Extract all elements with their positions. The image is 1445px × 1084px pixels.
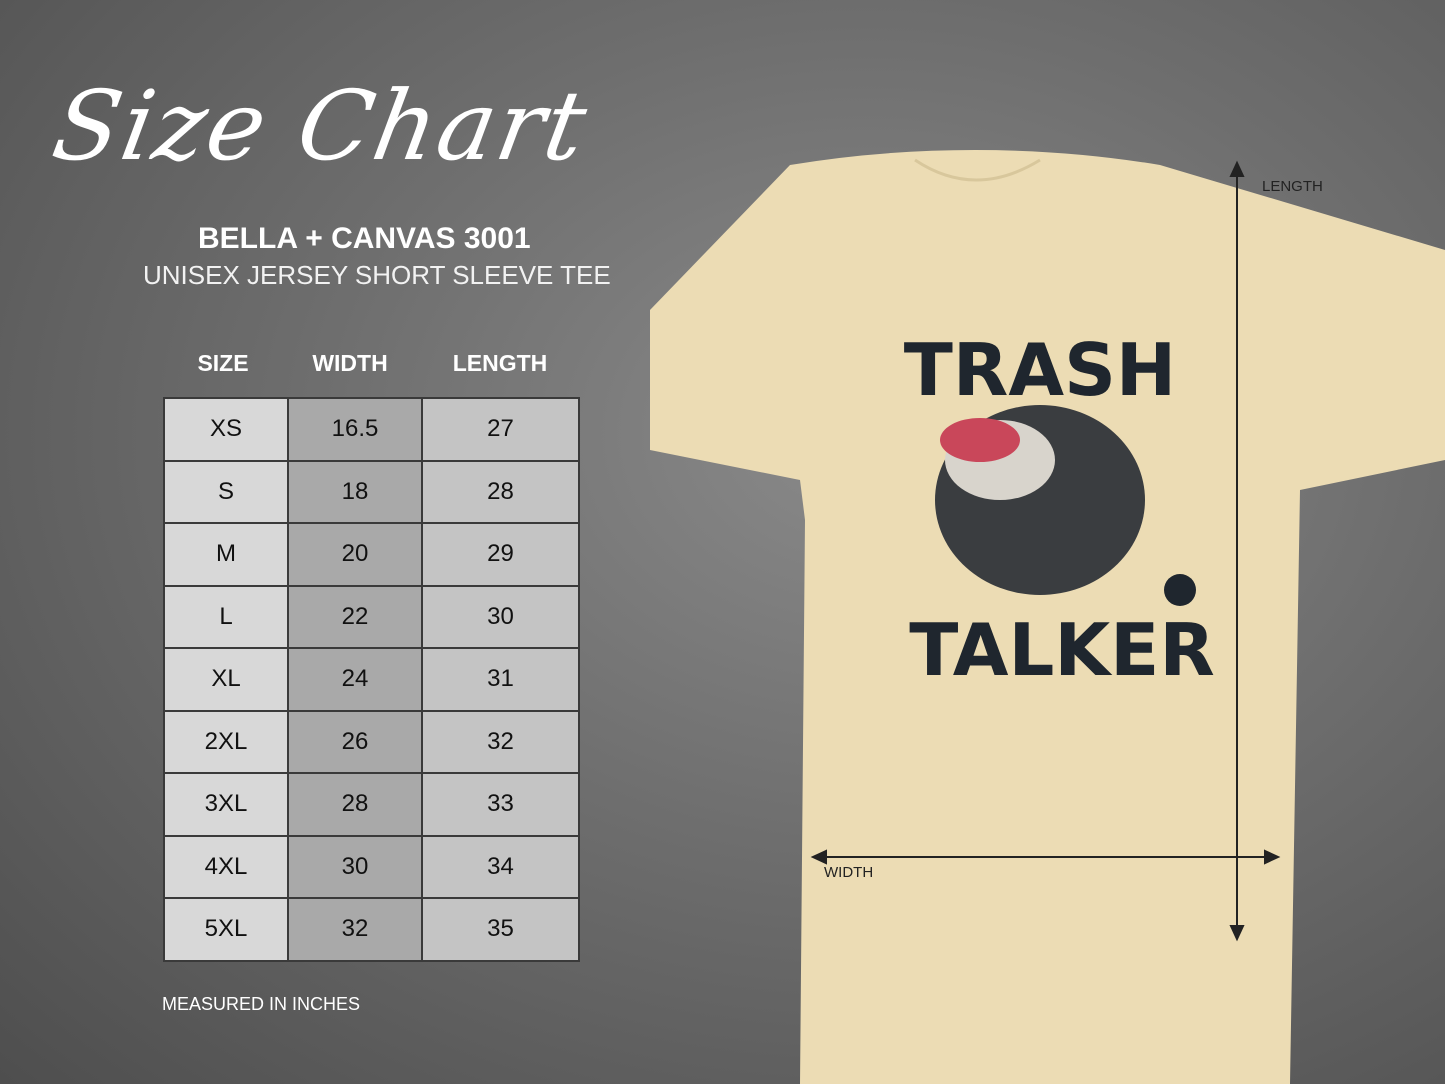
width-cell: 32 [287,897,423,962]
measurement-note: MEASURED IN INCHES [162,994,361,1014]
shirt-text-trash: TRASH [904,328,1176,412]
table-row: S 18 28 [163,459,580,524]
size-cell: S [163,459,289,524]
length-cell: 31 [421,647,580,712]
size-cell: L [163,584,289,649]
header-length: LENGTH [452,350,548,376]
table-row: 5XL 32 35 [163,897,580,962]
width-cell: 22 [287,584,423,649]
table-row: M 20 29 [163,522,580,587]
length-cell: 27 [421,397,580,462]
length-cell: 28 [421,459,580,524]
width-label: WIDTH [824,864,874,881]
width-cell: 26 [287,709,423,774]
size-cell: XS [163,397,289,462]
size-cell: 3XL [163,772,289,837]
table-row: XS 16.5 27 [163,397,580,462]
size-cell: M [163,522,289,587]
length-cell: 35 [421,897,580,962]
product-subtitle: UNISEX JERSEY SHORT SLEEVE TEE [143,260,611,290]
size-table: XS 16.5 27 S 18 28 M 20 29 L 22 30 XL 24 31 2XL 26 32 3XL 2… [163,397,580,962]
brand-model: BELLA + CANVAS 3001 [198,222,531,255]
width-cell: 30 [287,834,423,899]
size-cell: 5XL [163,897,289,962]
table-row: XL 24 31 [163,647,580,712]
table-row: L 22 30 [163,584,580,649]
size-cell: 4XL [163,834,289,899]
width-cell: 24 [287,647,423,712]
todd-art-logo [1164,574,1196,606]
length-cell: 34 [421,834,580,899]
table-row: 2XL 26 32 [163,709,580,774]
length-cell: 30 [421,584,580,649]
width-arrow [810,849,1281,865]
header-width: WIDTH [312,350,388,376]
width-cell: 16.5 [287,397,423,462]
length-cell: 29 [421,522,580,587]
shirt-text-talker: TALKER [909,608,1215,692]
width-cell: 18 [287,459,423,524]
length-arrow [1229,160,1245,942]
table-row: 4XL 30 34 [163,834,580,899]
tshirt-body [650,150,1445,1084]
length-cell: 33 [421,772,580,837]
size-cell: 2XL [163,709,289,774]
length-cell: 32 [421,709,580,774]
header-size: SIZE [197,350,249,376]
table-row: 3XL 28 33 [163,772,580,837]
width-cell: 28 [287,772,423,837]
length-label: LENGTH [1262,178,1323,195]
size-cell: XL [163,647,289,712]
width-cell: 20 [287,522,423,587]
